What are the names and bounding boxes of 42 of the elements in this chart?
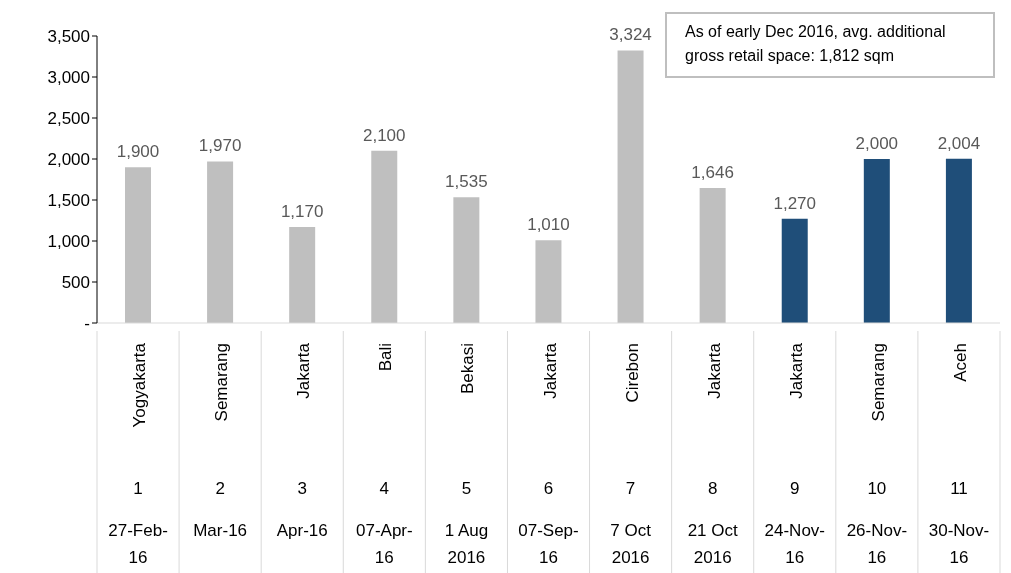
data-label: 1,970 xyxy=(198,136,242,156)
y-tick-label: 2,000 xyxy=(47,150,90,170)
bar xyxy=(535,240,562,323)
y-tick-label: 3,000 xyxy=(47,68,90,88)
y-tick-label: 500 xyxy=(61,273,90,293)
bar xyxy=(453,197,480,323)
y-tick-label: 1,500 xyxy=(47,191,90,211)
category-label: Jakarta 8 21 Oct 2016 xyxy=(687,343,738,567)
category-label: Bali 4 07-Apr-16 xyxy=(355,343,413,567)
y-tick-label: 1,000 xyxy=(47,232,90,252)
data-label: 1,170 xyxy=(280,202,324,222)
y-tick-label: 2,500 xyxy=(47,109,90,129)
data-label: 2,000 xyxy=(855,134,899,153)
data-label: 1,646 xyxy=(691,163,734,183)
data-label: 1,010 xyxy=(527,215,570,235)
category-label: Jakarta 9 24-Nov-16 xyxy=(764,343,826,567)
bar xyxy=(617,50,644,323)
category-label: Yogyakarta 1 27-Feb-16 xyxy=(108,343,168,567)
bar xyxy=(125,167,151,323)
data-label: 1,535 xyxy=(445,172,488,192)
data-label: 2,004 xyxy=(937,133,981,153)
data-label: 3,324 xyxy=(609,25,652,45)
bar xyxy=(699,188,726,323)
y-tick-label: 3,500 xyxy=(47,27,90,47)
category-label: Cirebon 7 7 Oct 2016 xyxy=(610,343,651,567)
bar xyxy=(781,218,808,323)
category-label: Jakarta 6 07-Sep-16 xyxy=(518,343,579,567)
data-label: 1,900 xyxy=(116,142,160,162)
note-box: As of early Dec 2016, avg. additional gross retail space: 1,812 sqm xyxy=(665,12,995,78)
bar xyxy=(945,158,972,323)
category-label: Jakarta 3 Apr-16 xyxy=(276,343,328,540)
y-tick-label: - xyxy=(84,314,90,334)
bar xyxy=(371,150,398,323)
category-label: Aceh 11 30-Nov-16 xyxy=(928,343,990,567)
bar xyxy=(863,159,890,323)
category-label: Semarang 2 Mar-16 xyxy=(193,343,248,540)
category-label: Bekasi 5 1 Aug 2016 xyxy=(444,343,489,567)
data-label: 1,270 xyxy=(773,193,816,213)
category-label: Semarang 10 26-Nov-16 xyxy=(846,343,908,567)
bar xyxy=(289,227,316,323)
bar xyxy=(207,161,234,323)
data-label: 2,100 xyxy=(363,125,406,145)
